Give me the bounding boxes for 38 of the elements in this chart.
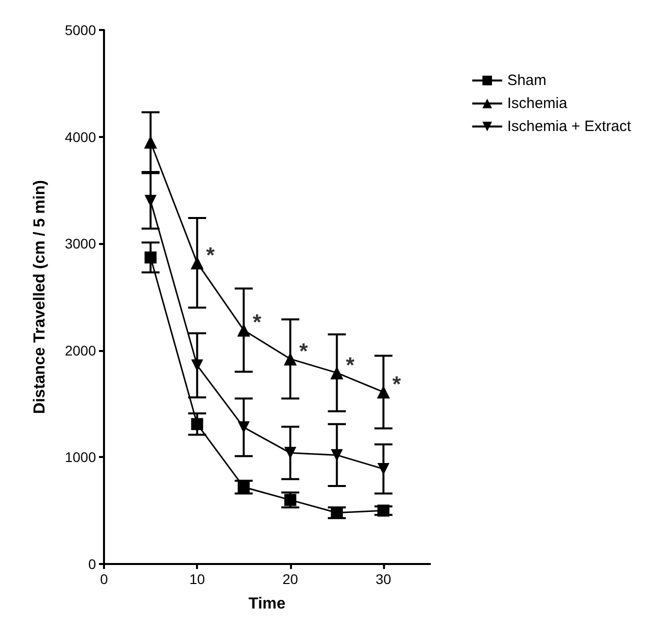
point: [191, 418, 204, 430]
x-tick-label: 0: [100, 571, 108, 587]
point: [284, 352, 297, 366]
annotation: *: [206, 242, 216, 268]
y-tick-label: 3000: [64, 236, 96, 252]
point: [144, 136, 158, 149]
legend-label: Ischemia + Extract: [507, 118, 632, 135]
y-tick-label: 2000: [64, 342, 96, 358]
x-tick-label: 10: [189, 571, 206, 587]
point: [376, 386, 390, 399]
point: [377, 504, 390, 517]
point: [284, 446, 296, 459]
point: [330, 506, 343, 519]
x-axis-title: Time: [248, 596, 286, 612]
annotation: *: [346, 352, 355, 378]
point: [144, 194, 157, 207]
point: [237, 324, 250, 337]
x-tick-label: 20: [282, 571, 298, 587]
y-tick-label: 1000: [64, 449, 96, 466]
y-tick-label: 4000: [64, 128, 96, 145]
point: [144, 251, 157, 264]
point: [238, 481, 250, 494]
point: [330, 366, 344, 380]
point: [284, 494, 296, 506]
point: [377, 462, 390, 475]
annotation: *: [299, 338, 308, 364]
annotation: *: [252, 310, 262, 335]
x-tick-label: 30: [376, 571, 392, 587]
point: [191, 359, 204, 372]
y-axis-title: Distance Travelled (cm / 5 min): [32, 180, 48, 414]
y-tick-label: 5000: [64, 22, 96, 38]
legend-label: Sham: [507, 72, 546, 89]
legend-label: Ischemia: [507, 95, 568, 112]
point: [238, 421, 250, 434]
y-tick-label: 0: [88, 556, 96, 572]
annotation: *: [392, 372, 402, 397]
point: [190, 256, 204, 270]
point: [330, 449, 343, 462]
